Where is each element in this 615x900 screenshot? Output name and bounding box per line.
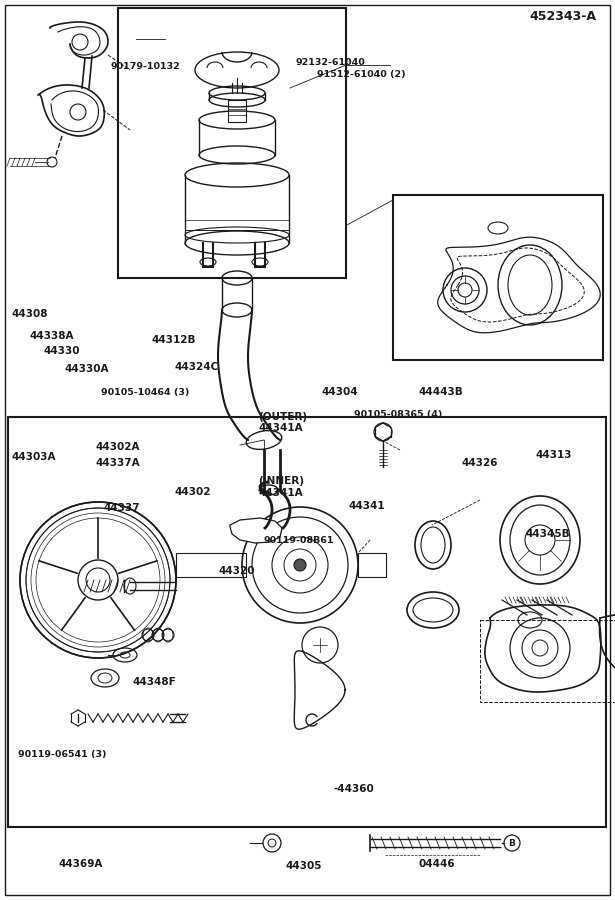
Text: 44341A: 44341A xyxy=(258,423,303,434)
Text: -44360: -44360 xyxy=(333,784,374,795)
Text: 44337A: 44337A xyxy=(95,458,140,469)
Text: 44338A: 44338A xyxy=(30,330,74,341)
Bar xyxy=(118,8,346,278)
Text: 44330: 44330 xyxy=(43,346,79,356)
Text: 44345B: 44345B xyxy=(526,528,571,539)
Text: 44320: 44320 xyxy=(218,566,255,577)
Text: 44324C: 44324C xyxy=(174,362,218,373)
Text: 90119-08B61: 90119-08B61 xyxy=(263,536,334,545)
Text: 44303A: 44303A xyxy=(11,452,55,463)
Text: 44304: 44304 xyxy=(322,387,359,398)
Text: 90119-06541 (3): 90119-06541 (3) xyxy=(18,750,107,759)
Text: 44330A: 44330A xyxy=(65,364,109,374)
Text: 90179-10132: 90179-10132 xyxy=(111,62,180,71)
Text: 92132-61040: 92132-61040 xyxy=(295,58,365,67)
Bar xyxy=(393,195,603,360)
Text: 44313: 44313 xyxy=(535,450,571,461)
Text: 44305: 44305 xyxy=(286,860,322,871)
Text: 44341: 44341 xyxy=(349,500,386,511)
Text: (INNER): (INNER) xyxy=(258,476,304,487)
Polygon shape xyxy=(230,518,282,543)
Text: 44302A: 44302A xyxy=(95,442,140,453)
Text: 44337: 44337 xyxy=(103,503,140,514)
Text: 91512-61040 (2): 91512-61040 (2) xyxy=(317,70,405,79)
Bar xyxy=(358,553,386,577)
Text: 44326: 44326 xyxy=(461,457,498,468)
Bar xyxy=(480,620,615,702)
Text: 90105-10464 (3): 90105-10464 (3) xyxy=(101,388,190,397)
Bar xyxy=(228,100,246,122)
Text: 44443B: 44443B xyxy=(418,387,463,398)
Text: 44348F: 44348F xyxy=(132,677,176,688)
Text: 44341A: 44341A xyxy=(258,488,303,499)
Circle shape xyxy=(294,559,306,571)
Text: 44302: 44302 xyxy=(174,487,210,498)
Text: (OUTER): (OUTER) xyxy=(258,411,308,422)
Text: 44369A: 44369A xyxy=(58,859,103,869)
Bar xyxy=(176,553,246,577)
Bar xyxy=(8,417,606,827)
Text: 452343-A: 452343-A xyxy=(530,10,597,22)
Text: 44312B: 44312B xyxy=(151,335,196,346)
Text: 90105-08365 (4): 90105-08365 (4) xyxy=(354,410,442,419)
Text: 04446: 04446 xyxy=(418,859,455,869)
Text: 44308: 44308 xyxy=(11,309,47,320)
Text: B: B xyxy=(509,839,515,848)
